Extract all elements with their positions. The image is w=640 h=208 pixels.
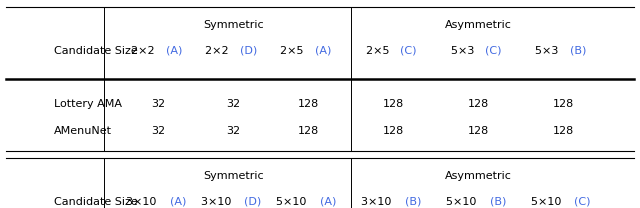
Text: 5×10: 5×10 bbox=[531, 197, 564, 207]
Text: 128: 128 bbox=[383, 99, 404, 109]
Text: 32: 32 bbox=[227, 126, 241, 136]
Text: (D): (D) bbox=[244, 197, 262, 207]
Text: 3×10: 3×10 bbox=[200, 197, 234, 207]
Text: Asymmetric: Asymmetric bbox=[445, 20, 512, 30]
Text: (D): (D) bbox=[240, 46, 257, 56]
Text: (C): (C) bbox=[485, 46, 502, 56]
Text: Asymmetric: Asymmetric bbox=[445, 171, 512, 181]
Text: (C): (C) bbox=[401, 46, 417, 56]
Text: 3×10: 3×10 bbox=[126, 197, 160, 207]
Text: (C): (C) bbox=[575, 197, 591, 207]
Text: Lottery AMA: Lottery AMA bbox=[54, 99, 122, 109]
Text: 2×2: 2×2 bbox=[131, 46, 158, 56]
Text: Candidate Size: Candidate Size bbox=[54, 197, 138, 207]
Text: 5×3: 5×3 bbox=[535, 46, 562, 56]
Text: 2×2: 2×2 bbox=[205, 46, 232, 56]
Text: 32: 32 bbox=[152, 99, 166, 109]
Text: 2×5: 2×5 bbox=[280, 46, 307, 56]
Text: 128: 128 bbox=[468, 99, 490, 109]
Text: 128: 128 bbox=[298, 126, 319, 136]
Text: 128: 128 bbox=[383, 126, 404, 136]
Text: (B): (B) bbox=[570, 46, 586, 56]
Text: (A): (A) bbox=[166, 46, 182, 56]
Text: 32: 32 bbox=[152, 126, 166, 136]
Text: (A): (A) bbox=[316, 46, 332, 56]
Text: Symmetric: Symmetric bbox=[204, 171, 264, 181]
Text: 32: 32 bbox=[227, 99, 241, 109]
Text: Symmetric: Symmetric bbox=[204, 20, 264, 30]
Text: (A): (A) bbox=[170, 197, 186, 207]
Text: AMenuNet: AMenuNet bbox=[54, 126, 113, 136]
Text: (B): (B) bbox=[405, 197, 421, 207]
Text: (A): (A) bbox=[320, 197, 336, 207]
Text: 128: 128 bbox=[552, 126, 574, 136]
Text: 2×5: 2×5 bbox=[365, 46, 392, 56]
Text: 128: 128 bbox=[552, 99, 574, 109]
Text: 5×10: 5×10 bbox=[446, 197, 480, 207]
Text: Candidate Size: Candidate Size bbox=[54, 46, 138, 56]
Text: (B): (B) bbox=[490, 197, 506, 207]
Text: 5×10: 5×10 bbox=[276, 197, 310, 207]
Text: 5×3: 5×3 bbox=[451, 46, 477, 56]
Text: 3×10: 3×10 bbox=[361, 197, 395, 207]
Text: 128: 128 bbox=[298, 99, 319, 109]
Text: 128: 128 bbox=[468, 126, 490, 136]
